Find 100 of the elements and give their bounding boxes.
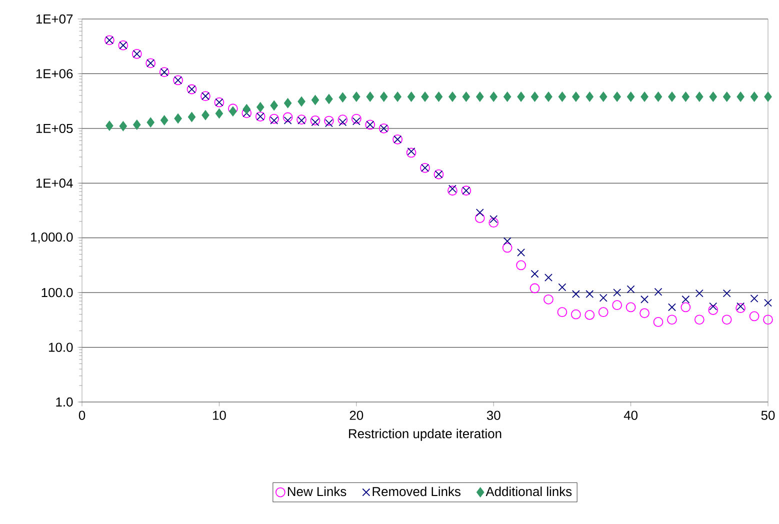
point [447, 186, 458, 196]
y-tick-label: 1E+07 [36, 14, 73, 24]
point [256, 102, 264, 112]
point [668, 303, 676, 312]
point [324, 119, 333, 128]
point [764, 92, 772, 102]
point [351, 114, 362, 124]
point [269, 114, 280, 124]
point [530, 283, 540, 294]
point [242, 104, 250, 114]
point [750, 92, 758, 102]
point [394, 92, 402, 102]
point [570, 309, 581, 320]
point [682, 295, 690, 304]
point [284, 116, 292, 124]
point [474, 213, 485, 224]
point [584, 310, 595, 320]
point [572, 290, 580, 298]
point [736, 92, 744, 102]
point [229, 106, 237, 116]
point [380, 92, 388, 102]
point [448, 92, 456, 102]
point [708, 305, 718, 315]
point [696, 92, 704, 102]
point [504, 92, 512, 102]
point [668, 92, 676, 102]
x-axis-title: Restriction update iteration [349, 428, 502, 441]
point [626, 285, 635, 294]
point [407, 147, 416, 156]
point [517, 248, 526, 256]
point [338, 114, 348, 125]
point [119, 121, 127, 132]
point [544, 92, 552, 102]
point [202, 110, 210, 120]
point [133, 120, 141, 130]
point [352, 92, 360, 102]
point [517, 92, 525, 102]
point [599, 294, 608, 302]
point [682, 92, 690, 102]
point [572, 92, 580, 102]
y-tick-label: 1,000.0 [31, 232, 73, 244]
point [228, 104, 238, 114]
y-tick-label: 10.0 [49, 342, 73, 352]
y-tick-label: 1E+06 [36, 69, 73, 78]
x-tick-label: 30 [486, 410, 500, 420]
point [695, 289, 704, 298]
point [311, 118, 320, 126]
point [558, 283, 566, 292]
point [406, 148, 416, 158]
point [750, 294, 758, 302]
point [612, 300, 622, 310]
x-tick-label: 10 [212, 410, 226, 420]
point [434, 92, 443, 102]
point [722, 289, 731, 298]
point [282, 112, 293, 122]
y-tick-label: 1.0 [56, 397, 73, 407]
point [488, 218, 499, 228]
point [640, 295, 649, 304]
point [188, 112, 196, 122]
point [503, 237, 512, 246]
legend-label: Removed Links [372, 486, 460, 496]
point [448, 184, 456, 193]
y-tick-label: 1E+04 [36, 178, 73, 188]
point [694, 314, 704, 325]
point [146, 117, 154, 128]
y-tick-label: 100.0 [42, 288, 73, 298]
point [476, 208, 484, 217]
point [586, 290, 594, 298]
point [407, 92, 416, 102]
point [749, 311, 760, 322]
point [654, 288, 662, 296]
point [736, 302, 745, 310]
point [310, 115, 320, 126]
point [530, 270, 539, 278]
point [490, 92, 498, 102]
point [215, 108, 224, 119]
point [421, 92, 429, 102]
point [680, 302, 691, 312]
point [600, 92, 608, 102]
point [667, 314, 677, 325]
point [311, 95, 320, 106]
point [352, 117, 360, 126]
point [709, 302, 718, 310]
point [626, 302, 636, 312]
point [722, 314, 732, 325]
point [544, 274, 552, 282]
point [723, 92, 731, 102]
point [160, 115, 168, 126]
legend-label: New Links [288, 486, 346, 496]
x-tick-label: 20 [350, 410, 364, 420]
point [284, 98, 292, 108]
point [653, 317, 664, 327]
point [598, 307, 608, 318]
point [654, 92, 662, 102]
x-tick-label: 0 [78, 410, 86, 420]
point [613, 288, 622, 297]
point [613, 92, 621, 102]
point [338, 118, 347, 126]
point [558, 92, 566, 102]
y-tick-label: 1E+05 [36, 124, 73, 134]
